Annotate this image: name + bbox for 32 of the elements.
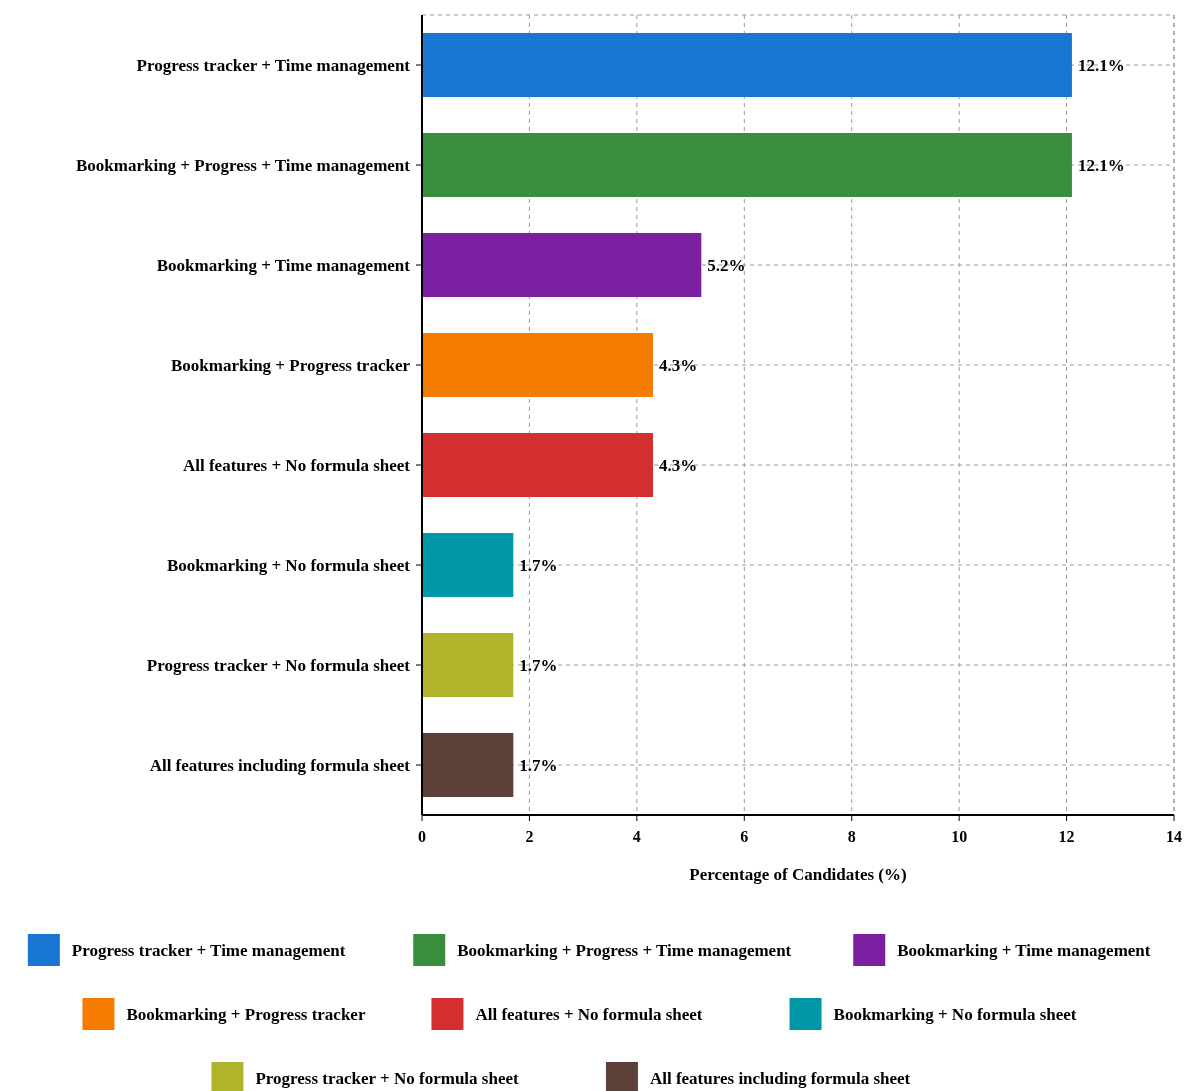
- data-label: 4.3%: [658, 455, 698, 475]
- legend-label: Progress tracker + No formula sheet: [255, 1068, 519, 1088]
- data-label: 5.2%: [707, 255, 746, 275]
- y-tick-label: Bookmarking + Progress tracker: [170, 355, 411, 375]
- data-label: 1.7%: [519, 755, 558, 775]
- data-label: 1.7%: [519, 655, 558, 675]
- x-tick-label: 6: [740, 828, 749, 845]
- x-tick-label: 10: [951, 828, 968, 845]
- x-tick-label: 0: [418, 828, 426, 845]
- x-axis-title: Percentage of Candidates (%): [689, 865, 907, 884]
- data-label: 12.1%: [1077, 55, 1125, 75]
- y-tick-label: Progress tracker + Time management: [136, 55, 411, 75]
- legend-label: Bookmarking + No formula sheet: [833, 1004, 1077, 1024]
- x-tick-label: 12: [1058, 828, 1075, 845]
- x-tick-label: 2: [525, 828, 534, 845]
- x-tick-label: 4: [632, 828, 641, 845]
- y-tick-label: All features including formula sheet: [149, 755, 411, 775]
- data-label: 4.3%: [658, 355, 698, 375]
- legend-label: Bookmarking + Progress + Time management: [457, 940, 792, 960]
- y-tick-label: Bookmarking + Progress + Time management: [75, 155, 411, 175]
- data-label: 1.7%: [519, 555, 558, 575]
- y-tick-label: Progress tracker + No formula sheet: [146, 655, 411, 675]
- legend-label: All features + No formula sheet: [475, 1004, 703, 1024]
- y-tick-label: Bookmarking + Time management: [156, 255, 411, 275]
- x-tick-label: 14: [1166, 828, 1182, 845]
- x-tick-label: 8: [847, 828, 856, 845]
- legend-label: Progress tracker + Time management: [71, 940, 346, 960]
- legend-label: All features including formula sheet: [649, 1068, 911, 1088]
- y-tick-label: All features + No formula sheet: [182, 455, 411, 475]
- legend-label: Bookmarking + Time management: [897, 940, 1151, 960]
- y-tick-label: Bookmarking + No formula sheet: [167, 555, 411, 575]
- data-label: 12.1%: [1077, 155, 1125, 175]
